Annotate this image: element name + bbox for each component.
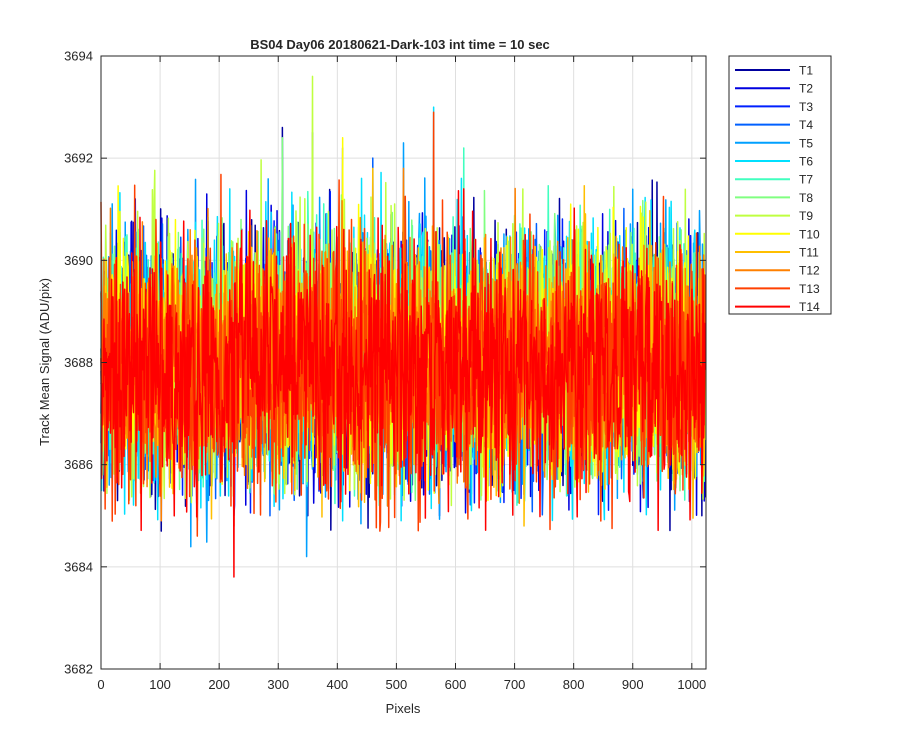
x-axis-label: Pixels [386,701,421,716]
y-tick-label: 3686 [64,457,93,472]
x-tick-label: 300 [267,677,289,692]
legend-label-t6: T6 [799,155,813,169]
x-tick-label: 600 [445,677,467,692]
legend-label-t8: T8 [799,191,813,205]
y-tick-label: 3694 [64,49,93,64]
y-tick-label: 3692 [64,151,93,166]
legend-label-t10: T10 [799,227,820,241]
chart-title: BS04 Day06 20180621-Dark-103 int time = … [250,37,550,52]
y-tick-label: 3682 [64,662,93,677]
x-tick-label: 800 [563,677,585,692]
x-tick-label: 900 [622,677,644,692]
legend-label-t12: T12 [799,264,820,278]
legend-label-t7: T7 [799,173,813,187]
legend-label-t13: T13 [799,282,820,296]
x-tick-label: 1000 [677,677,706,692]
y-tick-label: 3690 [64,253,93,268]
x-tick-label: 400 [326,677,348,692]
legend-label-t4: T4 [799,118,813,132]
legend-label-t11: T11 [799,246,819,260]
legend: T1 T2 T3 T4 T5 T6 T7 T8 T9 T10 T11 T12 T13 T14 [728,55,832,315]
x-tick-label: 0 [97,677,104,692]
x-tick-label: 500 [386,677,408,692]
series-line-t14 [100,188,707,578]
series-layer [100,75,707,578]
y-tick-label: 3684 [64,559,93,574]
y-axis-label: Track Mean Signal (ADU/pix) [37,278,52,446]
x-tick-label: 200 [208,677,230,692]
x-tick-label: 100 [149,677,171,692]
y-tick-label: 3688 [64,355,93,370]
legend-label-t3: T3 [799,100,813,114]
legend-label-t1: T1 [799,64,813,78]
legend-label-t5: T5 [799,136,813,150]
legend-label-t9: T9 [799,209,813,223]
x-tick-label: 700 [504,677,526,692]
legend-label-t14: T14 [799,300,820,314]
legend-label-t2: T2 [799,82,813,96]
axis-ticks: 0 100 200 300 400 500 600 700 800 900 1000 3682 3684… [64,49,706,693]
